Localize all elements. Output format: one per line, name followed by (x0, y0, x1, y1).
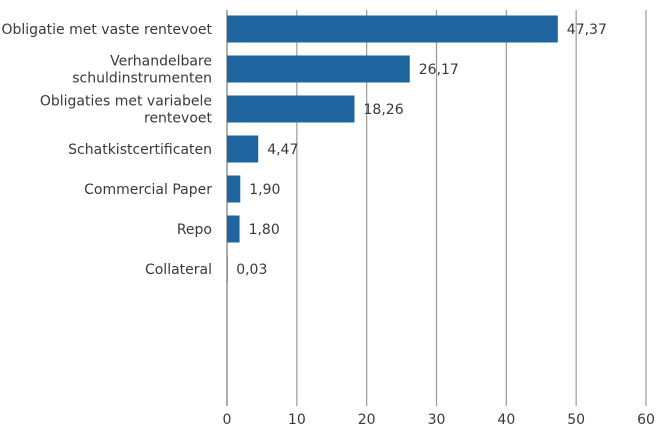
value-labels: 47,37 26,17 18,26 4,47 1,90 1,80 0,03 (236, 22, 607, 278)
value-label: 18,26 (364, 102, 404, 118)
bar (227, 175, 241, 203)
bars (227, 15, 558, 283)
category-label-line: Collateral (145, 262, 212, 278)
value-label: 0,03 (236, 262, 267, 278)
x-tick-label: 0 (223, 412, 232, 428)
x-tick-label: 60 (637, 412, 655, 428)
value-label: 4,47 (267, 142, 298, 158)
category-label: Obligaties met variabele rentevoet (40, 94, 213, 127)
category-label-line: Schatkistcertificaten (68, 142, 212, 158)
x-axis-ticks: 0 10 20 30 40 50 60 (223, 412, 655, 428)
bar (227, 55, 410, 83)
x-tick-label: 30 (428, 412, 446, 428)
category-label: Repo (177, 222, 212, 238)
category-label-line: schuldinstrumenten (72, 71, 212, 87)
bar (227, 95, 355, 123)
x-tick-label: 40 (497, 412, 515, 428)
category-label: Schatkistcertificaten (68, 142, 212, 158)
category-label-line: Verhandelbare (110, 54, 212, 70)
x-tick-label: 50 (567, 412, 585, 428)
category-label-line: Commercial Paper (84, 182, 212, 198)
bar (227, 15, 558, 43)
category-label: Collateral (145, 262, 212, 278)
category-label-line: Repo (177, 222, 212, 238)
value-label: 47,37 (567, 22, 607, 38)
category-label-line: rentevoet (144, 111, 213, 127)
category-labels: Obligatie met vaste rentevoet Verhandelba… (2, 22, 213, 278)
category-label-line: Obligaties met variabele (40, 94, 212, 110)
category-label: Obligatie met vaste rentevoet (2, 22, 213, 38)
category-label-line: Obligatie met vaste rentevoet (2, 22, 213, 38)
value-label: 1,90 (249, 182, 280, 198)
bar (227, 255, 228, 283)
value-label: 26,17 (419, 62, 459, 78)
category-label: Verhandelbare schuldinstrumenten (72, 54, 212, 87)
bar (227, 135, 259, 163)
x-tick-label: 20 (358, 412, 376, 428)
x-tick-label: 10 (288, 412, 306, 428)
value-label: 1,80 (249, 222, 280, 238)
bar (227, 215, 240, 243)
category-label: Commercial Paper (84, 182, 212, 198)
